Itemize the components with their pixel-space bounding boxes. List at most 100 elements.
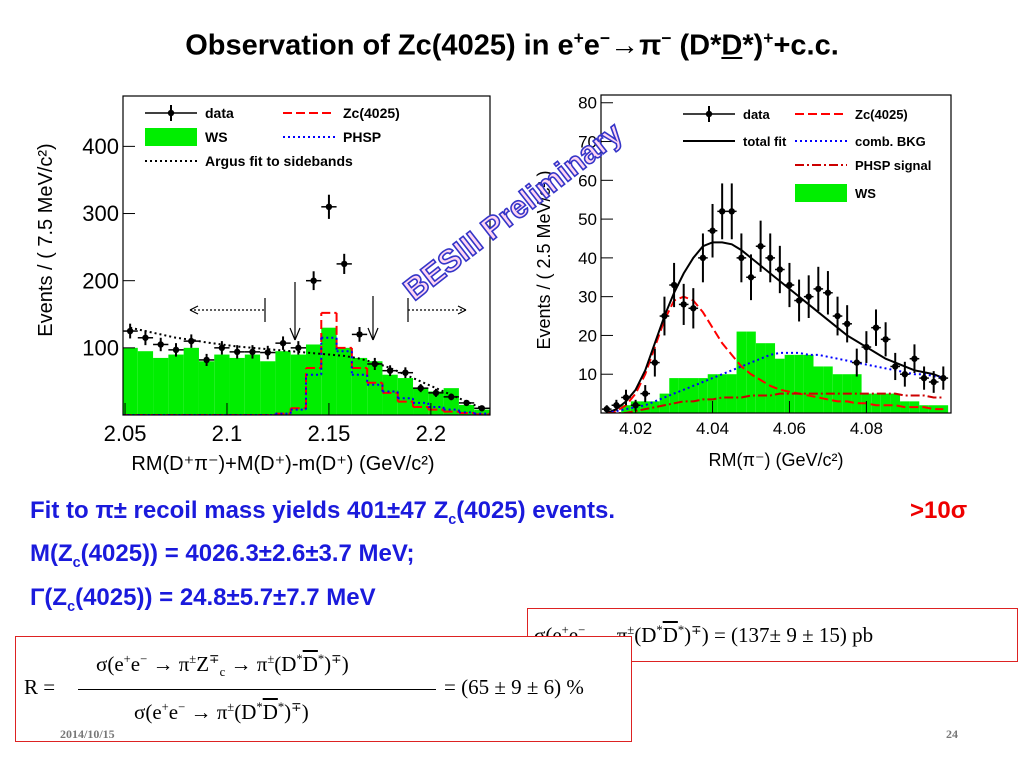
ws-bar (707, 374, 718, 413)
ws-bar (244, 354, 261, 415)
annotation-arrow (457, 305, 467, 311)
data-point (843, 320, 851, 328)
text-run: + (123, 652, 131, 666)
text-run: e (583, 29, 600, 62)
x-tick-label: 4.04 (696, 419, 729, 438)
text-run: + (573, 28, 584, 48)
formula-numerator: σ(e+e− → π±Z∓c → π±(D*D*)∓) (96, 651, 349, 680)
fit-curve (606, 241, 944, 413)
ws-bar (367, 361, 383, 415)
data-point (940, 374, 947, 382)
ws-bar (794, 354, 804, 413)
ws-bar (659, 393, 670, 413)
legend-label: comb. BKG (855, 134, 926, 149)
text-run: D (662, 623, 678, 647)
ws-bar (229, 357, 245, 415)
ws-bar (260, 361, 276, 415)
annotation-arrow (289, 327, 296, 341)
footer-date: 2014/10/15 (60, 727, 115, 741)
annotation-arrow (367, 327, 374, 341)
data-point (709, 227, 716, 234)
y-tick-label: 300 (82, 201, 119, 226)
text-run: → π (185, 700, 228, 724)
text-run: * (277, 700, 285, 714)
legend-swatch (705, 110, 713, 118)
ws-bar (336, 347, 352, 415)
data-point (786, 281, 793, 289)
ws-bar (214, 354, 230, 415)
significance: >10σ (910, 497, 968, 524)
data-point (386, 367, 394, 374)
data-point (642, 390, 649, 397)
data-point (699, 254, 707, 262)
charts: 100 200 300 400 2.05 2.1 2.15 2.2 RM(D⁺π⁻)+M(D⁺)… (35, 94, 952, 475)
legend-label: PHSP signal (855, 158, 931, 173)
y-tick-label: 20 (578, 326, 597, 345)
annotation-arrow (189, 309, 199, 315)
ws-bar (775, 358, 785, 413)
annotation-arrow (372, 327, 379, 341)
y-tick-label: 400 (82, 134, 119, 159)
ws-bar (726, 374, 737, 413)
ws-bar (458, 404, 475, 415)
slide-title: Observation of Zc(4025) in e+e−→π− (D*D*… (0, 28, 1024, 63)
data-point (157, 341, 164, 348)
annotation-arrow (457, 309, 467, 315)
ws-bar (823, 366, 833, 413)
text-run: *) (742, 29, 764, 62)
text-run: ) (324, 652, 332, 676)
x-tick-label: 4.08 (850, 419, 883, 438)
text-run: c (219, 665, 226, 680)
ws-bar (688, 378, 699, 413)
legend-swatch (795, 184, 847, 202)
data-point (325, 203, 333, 211)
data-point (402, 369, 409, 376)
plot-frame (600, 94, 952, 414)
data-point (757, 243, 764, 250)
ws-bar (765, 343, 776, 413)
text-run: →π (610, 29, 662, 62)
ws-bar (890, 393, 901, 413)
text-run: ∓ (291, 700, 302, 714)
text-run: Γ(Z (30, 584, 68, 611)
data-point (478, 405, 486, 412)
x-tick-label: 2.05 (104, 421, 147, 446)
y-tick-label: 40 (578, 249, 597, 268)
data-point (747, 274, 755, 281)
data-point (863, 343, 870, 351)
text-run: σ(e (96, 652, 124, 676)
text-run: Observation of Zc(4025) in e (185, 29, 574, 62)
data-point (872, 324, 880, 331)
data-point (172, 346, 180, 354)
ws-bar (123, 347, 138, 415)
text-run: * (296, 652, 303, 666)
data-point (417, 384, 424, 392)
text-run: (4025)) = 24.8±5.7±7.7 MeV (75, 584, 376, 611)
text-run: D (262, 700, 278, 724)
y-tick-label: 50 (578, 210, 597, 229)
data-point (448, 393, 455, 401)
text-run: + (161, 700, 169, 714)
fit-curve (606, 295, 944, 413)
data-point (622, 394, 630, 401)
annotation-arrow (294, 327, 301, 341)
formula-rhs: = (65 ± 9 ± 6) % (444, 675, 584, 699)
ws-bar (198, 361, 215, 415)
data-point (718, 208, 726, 215)
ws-bar (717, 374, 727, 413)
text-run: e (168, 700, 179, 724)
ws-bar (813, 366, 824, 413)
text-run: +c.c. (773, 29, 839, 62)
data-point (126, 327, 134, 335)
data-point (815, 285, 822, 293)
text-run: ± (227, 700, 235, 714)
text-run: − (661, 28, 672, 48)
text-run: (D (634, 623, 657, 647)
text-run: ∓ (209, 652, 220, 666)
ws-bar (669, 378, 679, 413)
data-point (805, 293, 812, 300)
text-run: − (140, 652, 148, 666)
data-point (356, 331, 363, 338)
legend-label: WS (205, 129, 228, 145)
ws-bar (443, 388, 459, 415)
